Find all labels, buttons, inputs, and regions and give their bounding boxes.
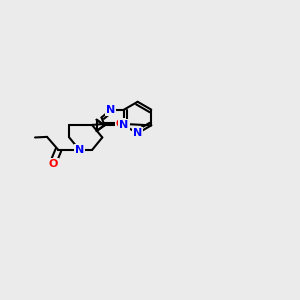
Text: N: N [75, 145, 84, 155]
Text: N: N [119, 120, 129, 130]
Text: N: N [133, 128, 142, 138]
Text: O: O [48, 159, 57, 169]
Text: N: N [106, 105, 115, 115]
Text: O: O [116, 119, 125, 129]
